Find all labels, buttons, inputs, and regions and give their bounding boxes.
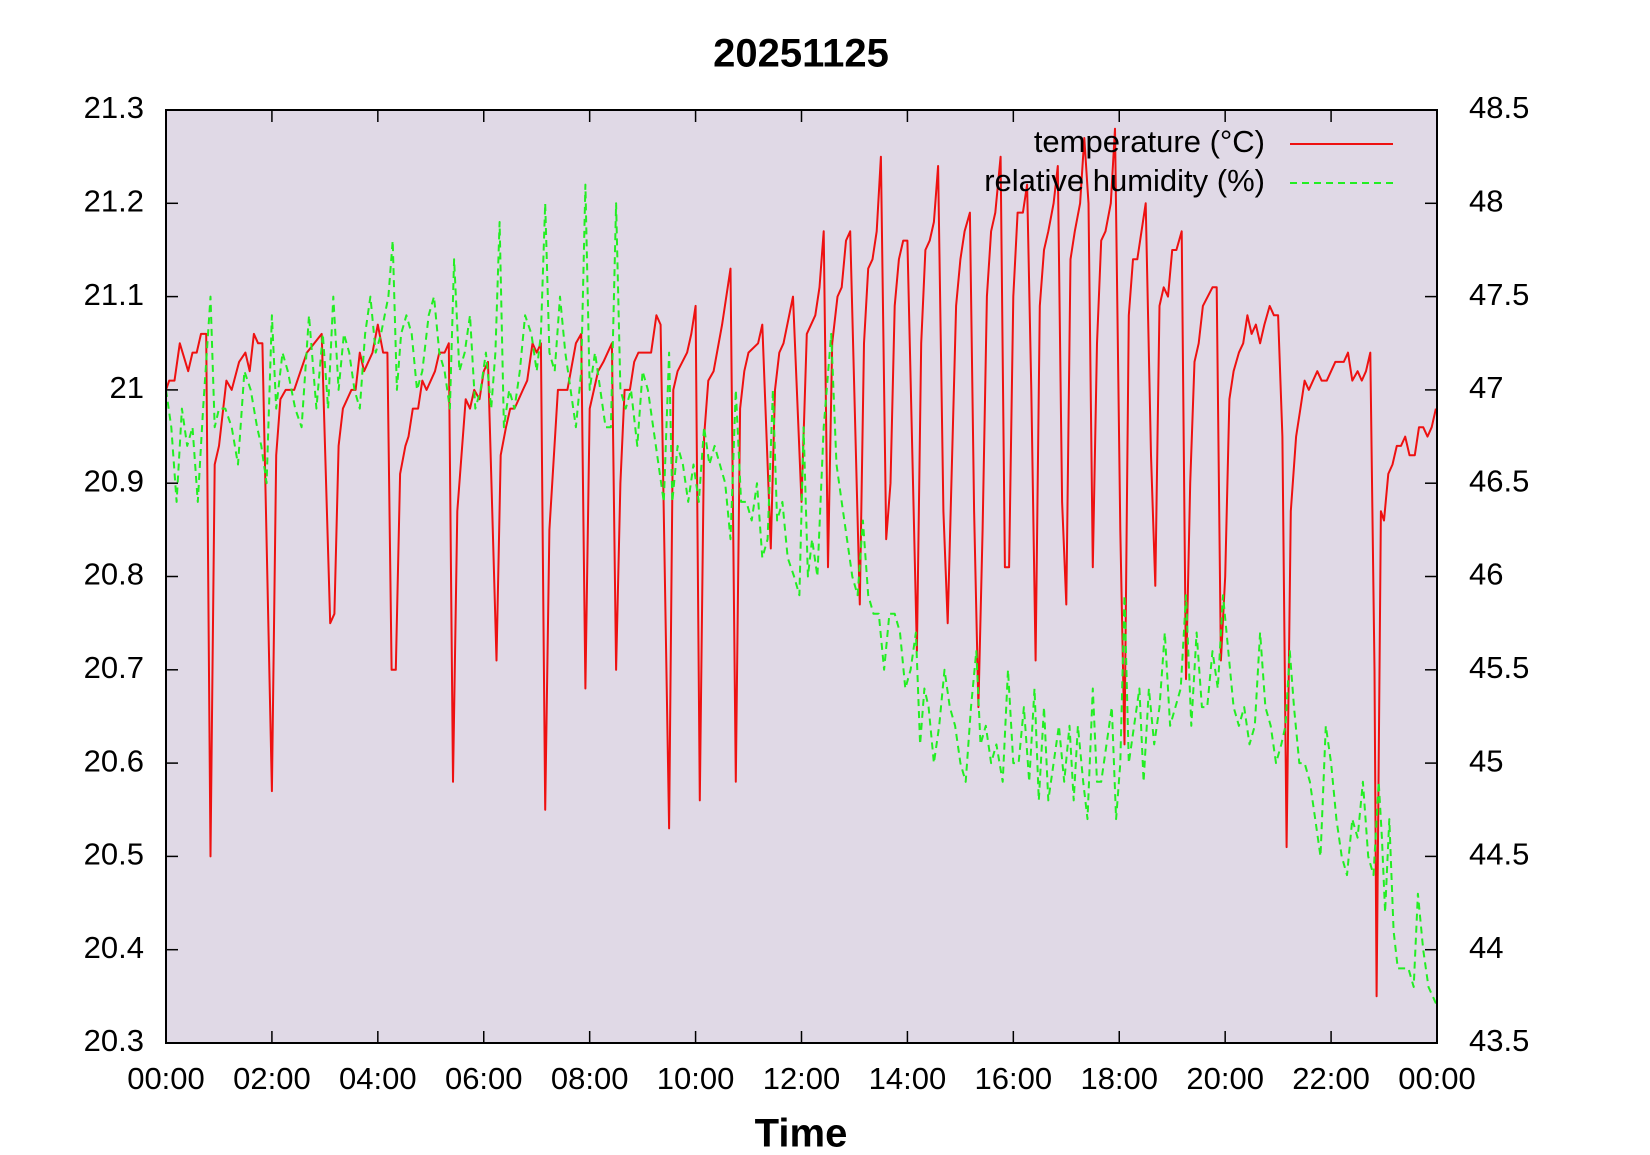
- series-line: [165, 183, 1438, 1007]
- x-tick-label: 14:00: [869, 1061, 947, 1096]
- x-tick-label: 00:00: [127, 1061, 205, 1096]
- y-tick-label: 20.3: [84, 1023, 144, 1058]
- y2-tick-label: 45.5: [1469, 650, 1529, 685]
- y-tick-label: 20.4: [84, 930, 144, 965]
- x-tick-label: 04:00: [339, 1061, 417, 1096]
- y2-tick-label: 47.5: [1469, 277, 1529, 312]
- legend-label: temperature (°C): [1034, 124, 1265, 159]
- y-tick-label: 20.5: [84, 837, 144, 872]
- y-tick-label: 21.1: [84, 277, 144, 312]
- x-tick-label: 10:00: [657, 1061, 735, 1096]
- y2-tick-label: 44: [1469, 930, 1503, 965]
- y-tick-label: 20.9: [84, 463, 144, 498]
- x-axis-label: Time: [755, 1112, 848, 1155]
- y2-tick-label: 45: [1469, 743, 1503, 778]
- y-tick-label: 21.2: [84, 183, 144, 218]
- y-tick-label: 20.6: [84, 743, 144, 778]
- plot-frame: [165, 109, 1438, 1044]
- y2-tick-label: 46: [1469, 557, 1503, 592]
- x-tick-label: 18:00: [1080, 1061, 1158, 1096]
- x-tick-label: 08:00: [551, 1061, 629, 1096]
- x-tick-label: 06:00: [445, 1061, 523, 1096]
- y-tick-label: 21.3: [84, 90, 144, 125]
- y2-tick-label: 48.5: [1469, 90, 1529, 125]
- y-tick-label: 21: [110, 370, 144, 405]
- x-tick-label: 00:00: [1398, 1061, 1476, 1096]
- legend-label: relative humidity (%): [984, 163, 1265, 198]
- x-tick-label: 12:00: [763, 1061, 841, 1096]
- x-tick-label: 22:00: [1292, 1061, 1370, 1096]
- y2-tick-label: 44.5: [1469, 837, 1529, 872]
- chart-title: 20251125: [713, 32, 889, 76]
- plot-background: [166, 110, 1437, 1043]
- y2-tick-label: 47: [1469, 370, 1503, 405]
- y2-tick-label: 46.5: [1469, 463, 1529, 498]
- y2-tick-label: 48: [1469, 183, 1503, 218]
- y-tick-label: 20.8: [84, 557, 144, 592]
- x-tick-label: 16:00: [975, 1061, 1053, 1096]
- y-tick-label: 20.7: [84, 650, 144, 685]
- series-line: [165, 127, 1437, 998]
- x-tick-label: 20:00: [1186, 1061, 1264, 1096]
- x-tick-label: 02:00: [233, 1061, 311, 1096]
- y2-tick-label: 43.5: [1469, 1023, 1529, 1058]
